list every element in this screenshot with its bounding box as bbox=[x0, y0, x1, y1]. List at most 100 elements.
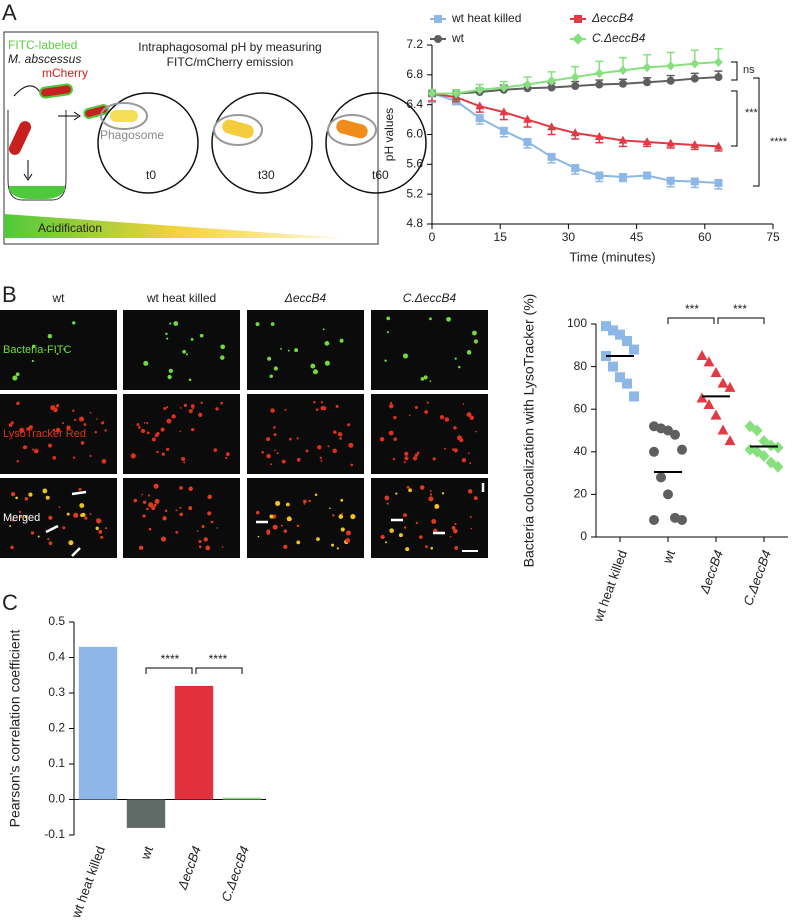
marker bbox=[703, 398, 715, 409]
signal-dot bbox=[255, 510, 260, 515]
y-tick-label: 0.0 bbox=[48, 792, 65, 806]
marker bbox=[499, 107, 509, 116]
signal-dot bbox=[19, 515, 23, 519]
marker bbox=[677, 444, 687, 455]
signal-dot bbox=[403, 461, 406, 464]
marker bbox=[595, 171, 604, 180]
signal-dot bbox=[66, 512, 70, 516]
signal-dot bbox=[203, 537, 208, 542]
signal-dot bbox=[386, 331, 389, 334]
signal-dot bbox=[274, 449, 276, 452]
x-tick-label: wt bbox=[659, 548, 678, 567]
marker bbox=[618, 79, 627, 88]
signal-dot bbox=[470, 527, 473, 530]
marker bbox=[499, 126, 508, 135]
y-tick-label: 7.2 bbox=[406, 37, 423, 51]
marker bbox=[710, 366, 722, 377]
y-tick-label: 6.8 bbox=[406, 67, 423, 81]
signal-dot bbox=[182, 349, 187, 354]
signal-dot bbox=[288, 437, 292, 441]
signal-dot bbox=[154, 498, 160, 504]
signal-dot bbox=[179, 506, 182, 509]
signal-dot bbox=[473, 496, 478, 501]
signal-dot bbox=[190, 404, 195, 408]
signal-dot bbox=[266, 437, 271, 442]
signal-dot bbox=[425, 545, 428, 549]
bracket bbox=[717, 317, 765, 324]
signal-dot bbox=[37, 535, 40, 538]
signal-dot bbox=[324, 360, 330, 366]
signal-dot bbox=[273, 366, 278, 371]
y-tick-label: 20 bbox=[574, 487, 588, 501]
signal-dot bbox=[33, 448, 39, 454]
signal-dot bbox=[345, 530, 351, 536]
gradient bbox=[4, 214, 345, 238]
marker bbox=[772, 441, 784, 454]
signal-dot bbox=[305, 449, 309, 453]
signal-dot bbox=[100, 535, 104, 539]
signal-dot bbox=[380, 534, 385, 540]
bacterium bbox=[336, 119, 368, 139]
signal-dot bbox=[151, 437, 156, 442]
signal-dot bbox=[441, 492, 445, 495]
marker bbox=[451, 88, 461, 99]
signal-dot bbox=[283, 544, 288, 549]
marker bbox=[717, 424, 729, 435]
signal-dot bbox=[148, 502, 154, 508]
signal-dot bbox=[255, 322, 260, 327]
row-label: Merged bbox=[3, 512, 40, 524]
signal-dot bbox=[429, 380, 432, 383]
signal-dot bbox=[284, 408, 287, 411]
marker bbox=[714, 178, 723, 187]
signal-dot bbox=[473, 339, 479, 344]
marker bbox=[703, 356, 715, 367]
signal-dot bbox=[454, 357, 457, 360]
signal-dot bbox=[275, 500, 281, 506]
signal-dot bbox=[332, 448, 337, 454]
signal-dot bbox=[9, 524, 12, 527]
signal-dot bbox=[188, 506, 193, 511]
y-axis-label: Bacteria colocalization with LysoTracker… bbox=[521, 294, 537, 568]
marker bbox=[594, 68, 604, 79]
signal-dot bbox=[270, 463, 273, 466]
signal-dot bbox=[84, 516, 88, 520]
signal-dot bbox=[408, 414, 411, 416]
signal-dot bbox=[48, 443, 52, 448]
phagosome bbox=[327, 114, 377, 146]
signal-dot bbox=[166, 447, 170, 451]
y-tick-label: 0.2 bbox=[48, 721, 65, 735]
signal-dot bbox=[337, 432, 343, 437]
x-tick-label: wt bbox=[137, 844, 156, 863]
significance: *** bbox=[745, 107, 759, 119]
marker bbox=[690, 177, 699, 186]
schematic-label: Phagosome bbox=[100, 128, 164, 142]
signal-dot bbox=[22, 445, 28, 450]
signal-dot bbox=[429, 493, 433, 496]
y-tick-label: 0.3 bbox=[48, 685, 65, 699]
signal-dot bbox=[439, 414, 445, 420]
signal-dot bbox=[329, 507, 331, 510]
signal-dot bbox=[454, 546, 459, 550]
significance: **** bbox=[770, 136, 788, 148]
marker bbox=[594, 131, 604, 140]
signal-dot bbox=[453, 426, 457, 430]
signal-dot bbox=[453, 528, 458, 534]
x-tick-label: C.ΔeccB4 bbox=[740, 548, 774, 608]
signal-dot bbox=[138, 426, 141, 429]
phagosome bbox=[213, 114, 263, 146]
marker bbox=[649, 446, 659, 457]
signal-dot bbox=[314, 493, 318, 497]
signal-dot bbox=[12, 375, 18, 381]
marker bbox=[670, 429, 680, 440]
signal-dot bbox=[83, 423, 87, 426]
signal-dot bbox=[216, 527, 219, 529]
signal-dot bbox=[63, 348, 66, 351]
signal-dot bbox=[280, 524, 283, 527]
marker bbox=[618, 65, 628, 76]
cell bbox=[211, 92, 313, 194]
signal-dot bbox=[72, 321, 76, 325]
bracket bbox=[195, 667, 243, 674]
signal-dot bbox=[317, 445, 322, 450]
signal-dot bbox=[215, 407, 219, 411]
signal-dot bbox=[183, 461, 186, 464]
